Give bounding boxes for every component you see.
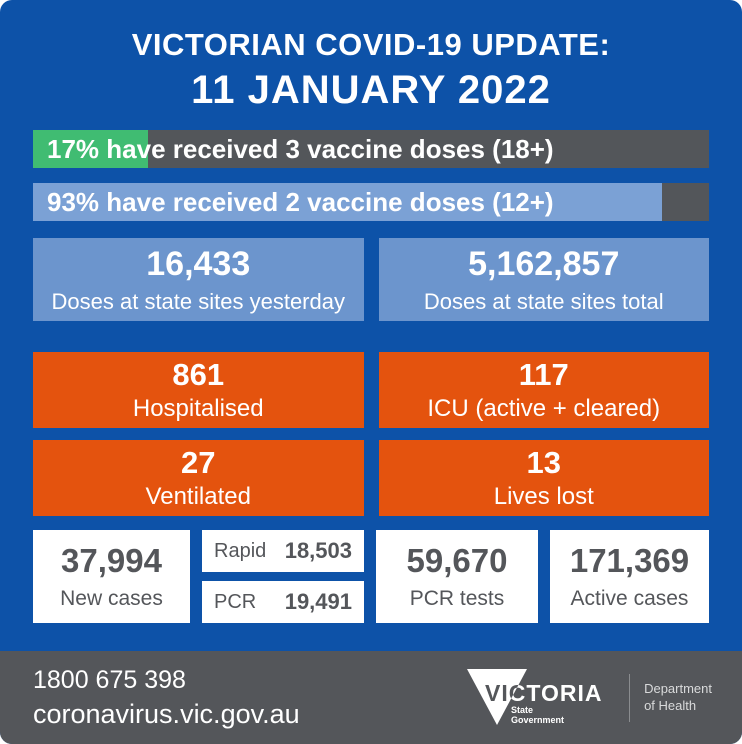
- second-dose-progress-label: 93% have received 2 vaccine doses (12+): [47, 186, 554, 217]
- footer-contact: 1800 675 398 coronavirus.vic.gov.au: [33, 665, 300, 730]
- government-label: Government: [511, 715, 564, 725]
- hospital-stats-grid: 861 Hospitalised 117 ICU (active + clear…: [33, 352, 709, 516]
- department-of-health-label: Department of Health: [644, 681, 712, 713]
- title-line1: VICTORIAN COVID-19 UPDATE:: [131, 27, 611, 62]
- stat-value: 37,994: [61, 542, 162, 579]
- coronavirus-website-url: coronavirus.vic.gov.au: [33, 698, 300, 729]
- second-dose-progress-bar: 93% have received 2 vaccine doses (12+): [33, 183, 709, 221]
- logo-divider: [629, 673, 631, 722]
- stat-hospitalised: 861 Hospitalised: [33, 352, 364, 428]
- victoria-triangle-logo-icon: VICTORIA VICTORIA State Government: [467, 668, 602, 725]
- third-dose-progress-fill: [33, 130, 148, 168]
- stat-value: 861: [172, 357, 225, 392]
- poster-title: VICTORIAN COVID-19 UPDATE: 11 JANUARY 20…: [0, 0, 742, 130]
- hotline-phone-number: 1800 675 398: [33, 665, 186, 694]
- doses-stat-row: 16,433 Doses at state sites yesterday 5,…: [33, 238, 709, 321]
- stat-label: Ventilated: [145, 483, 251, 510]
- stat-label: Rapid: [214, 539, 267, 562]
- stat-value: 19,491: [284, 589, 352, 614]
- second-dose-progress-fill: [33, 183, 662, 221]
- stat-value: 5,162,857: [468, 244, 620, 283]
- stat-label: Active cases: [570, 587, 689, 610]
- victoria-wordmark: VICTORIA: [485, 680, 602, 706]
- stat-label: New cases: [60, 587, 163, 610]
- stat-value: 117: [518, 357, 569, 392]
- stat-value: 18,503: [284, 538, 352, 563]
- stat-doses-yesterday: 16,433 Doses at state sites yesterday: [33, 238, 364, 321]
- stat-value: 16,433: [146, 244, 251, 283]
- stat-value: 27: [181, 445, 216, 480]
- stat-ventilated: 27 Ventilated: [33, 440, 364, 516]
- stat-value: 59,670: [406, 542, 508, 579]
- stat-value: 13: [526, 445, 561, 480]
- stat-active-cases: 171,369 Active cases: [550, 530, 709, 623]
- stat-pcr-tests: 59,670 PCR tests: [376, 530, 538, 623]
- stat-doses-total: 5,162,857 Doses at state sites total: [378, 238, 709, 321]
- stat-value: 171,369: [569, 542, 690, 579]
- title-line2: 11 JANUARY 2022: [191, 68, 551, 112]
- case-stats-row: 37,994 New cases Rapid 18,503 PCR 19,491…: [33, 530, 709, 623]
- stat-label: Hospitalised: [132, 395, 264, 422]
- stat-label: Doses at state sites yesterday: [51, 288, 345, 314]
- test-breakdown-column: Rapid 18,503 PCR 19,491: [202, 530, 364, 623]
- stat-label: PCR tests: [409, 587, 505, 610]
- third-dose-progress-bar: 17% have received 3 vaccine doses (18+): [33, 130, 709, 168]
- stat-label: Doses at state sites total: [423, 288, 664, 314]
- state-label: State: [511, 705, 533, 715]
- victoria-government-logo: VICTORIA VICTORIA State Government Depar…: [461, 665, 712, 731]
- footer: 1800 675 398 coronavirus.vic.gov.au VICT…: [0, 651, 742, 744]
- third-dose-progress-label: 17% have received 3 vaccine doses (18+): [47, 133, 554, 164]
- stat-icu: 117 ICU (active + cleared): [378, 352, 709, 428]
- stat-lives-lost: 13 Lives lost: [378, 440, 709, 516]
- stat-pcr-positive: PCR 19,491: [202, 581, 364, 623]
- stat-label: PCR: [214, 590, 257, 613]
- stat-label: Lives lost: [493, 483, 594, 510]
- stat-new-cases: 37,994 New cases: [33, 530, 190, 623]
- stat-label: ICU (active + cleared): [427, 395, 661, 422]
- stat-rapid-tests: Rapid 18,503: [202, 530, 364, 572]
